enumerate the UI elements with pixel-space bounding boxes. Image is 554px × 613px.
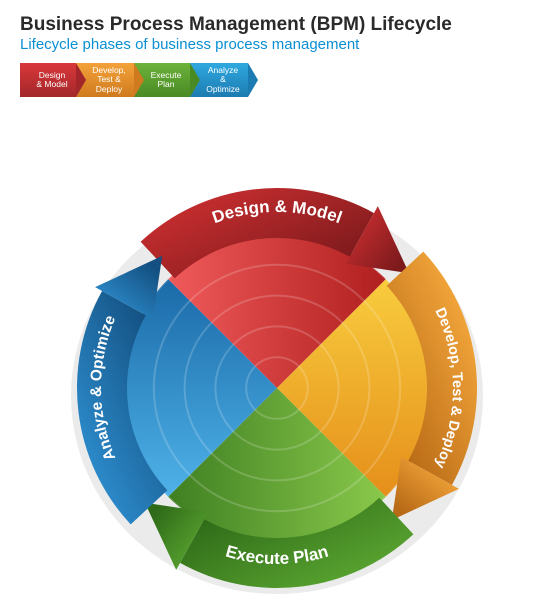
legend-item: Design & Model <box>20 63 76 97</box>
legend-item-label: Develop, Test & Deploy <box>92 66 126 94</box>
phase-legend: Design & Model Develop, Test & Deploy Exec… <box>20 63 554 97</box>
legend-item-label: Analyze & Optimize <box>204 66 242 94</box>
legend-item-label: Execute Plan <box>151 71 182 90</box>
legend-item-label: Design & Model <box>36 71 67 90</box>
page-title: Business Process Management (BPM) Lifecy… <box>20 14 554 36</box>
wheel-svg: Design & ModelDevelop, Test & DeployExec… <box>57 168 497 608</box>
lifecycle-wheel: Design & ModelDevelop, Test & DeployExec… <box>57 168 497 608</box>
page-subtitle: Lifecycle phases of business process man… <box>20 36 554 53</box>
header: Business Process Management (BPM) Lifecy… <box>0 0 554 53</box>
